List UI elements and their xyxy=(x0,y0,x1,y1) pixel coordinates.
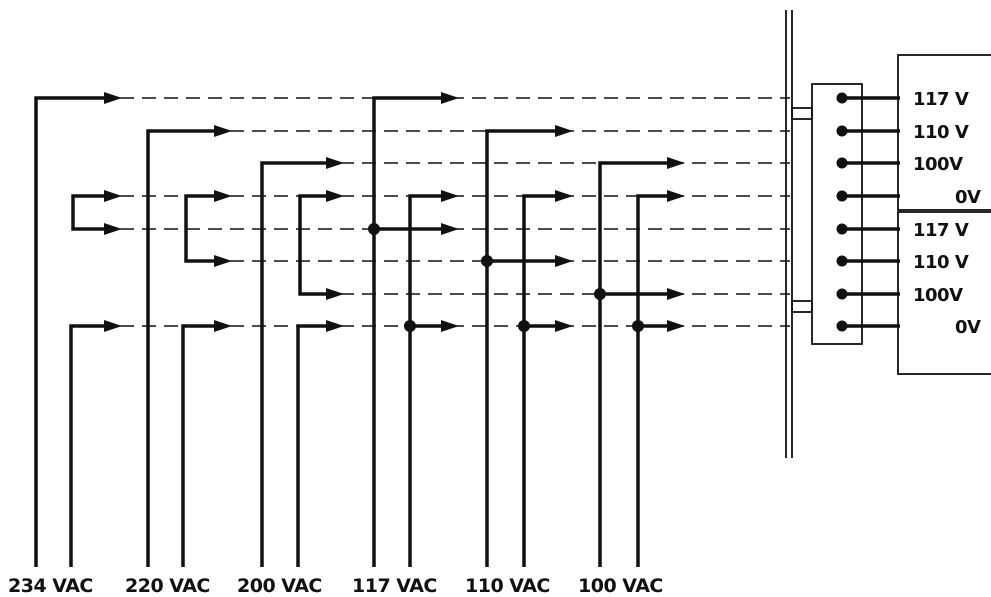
config-234vac xyxy=(34,92,122,567)
arrow-icon xyxy=(214,125,232,137)
arrow-icon xyxy=(441,320,459,332)
terminal-label: 110 V xyxy=(913,122,969,143)
terminal-6: 110 V xyxy=(836,252,969,273)
arrow-icon xyxy=(441,190,459,202)
arrow-icon xyxy=(326,190,344,202)
junction-dot xyxy=(368,223,380,235)
junction-dot xyxy=(632,320,644,332)
junction-dot xyxy=(594,288,606,300)
terminal-label: 110 V xyxy=(913,252,969,273)
arrow-icon xyxy=(104,92,122,104)
mounting-bracket xyxy=(791,300,813,313)
terminal-screw-dot xyxy=(836,320,848,332)
terminal-connections: 117 V 110 V 100V 0V 117 V 110 V xyxy=(836,89,982,338)
arrow-icon xyxy=(441,92,459,104)
arrow-icon xyxy=(555,125,573,137)
config-100vac xyxy=(594,157,685,567)
input-label-234vac: 234 VAC xyxy=(8,575,93,597)
input-label-110vac: 110 VAC xyxy=(465,575,550,597)
arrow-icon xyxy=(214,320,232,332)
config-117vac xyxy=(368,92,459,567)
arrow-icon xyxy=(667,288,685,300)
junction-dot xyxy=(481,255,493,267)
terminal-strip xyxy=(811,83,863,345)
terminal-label: 117 V xyxy=(913,89,969,110)
arrow-icon xyxy=(667,190,685,202)
input-label-200vac: 200 VAC xyxy=(237,575,322,597)
arrow-icon xyxy=(104,190,122,202)
arrow-icon xyxy=(667,320,685,332)
panel-wall xyxy=(785,10,793,458)
arrow-icon xyxy=(441,223,459,235)
arrow-icon xyxy=(326,320,344,332)
junction-dot xyxy=(404,320,416,332)
terminal-screw-dot xyxy=(836,255,848,267)
terminal-screw-dot xyxy=(836,157,848,169)
terminal-label: 117 V xyxy=(913,220,969,241)
arrow-icon xyxy=(104,320,122,332)
arrow-icon xyxy=(667,157,685,169)
terminal-screw-dot xyxy=(836,125,848,137)
terminal-3: 100V xyxy=(836,154,964,175)
terminal-label: 0V xyxy=(955,317,981,338)
arrow-icon xyxy=(555,255,573,267)
terminal-label: 100V xyxy=(913,154,963,175)
mounting-brackets xyxy=(791,107,813,313)
arrow-icon xyxy=(555,320,573,332)
arrow-icon xyxy=(214,190,232,202)
config-200vac xyxy=(260,157,344,567)
terminal-8: 0V xyxy=(836,317,982,338)
input-label-220vac: 220 VAC xyxy=(125,575,210,597)
config-110vac xyxy=(481,125,573,567)
arrow-icon xyxy=(555,190,573,202)
terminal-screw-dot xyxy=(836,288,848,300)
input-label-117vac: 117 VAC xyxy=(352,575,437,597)
arrow-icon xyxy=(104,223,122,235)
config-220vac xyxy=(146,125,232,567)
junction-dot xyxy=(518,320,530,332)
input-voltage-labels: 234 VAC 220 VAC 200 VAC 117 VAC 110 VAC … xyxy=(8,575,663,597)
terminal-screw-dot xyxy=(836,223,848,235)
terminal-5: 117 V xyxy=(836,220,969,241)
terminal-screw-dot xyxy=(836,92,848,104)
terminal-2: 110 V xyxy=(836,122,969,143)
input-label-100vac: 100 VAC xyxy=(578,575,663,597)
arrow-icon xyxy=(214,255,232,267)
terminal-label: 0V xyxy=(955,187,981,208)
terminal-screw-dot xyxy=(836,190,848,202)
arrow-icon xyxy=(326,288,344,300)
arrow-icon xyxy=(326,157,344,169)
terminal-1: 117 V xyxy=(836,89,969,110)
terminal-label: 100V xyxy=(913,285,963,306)
terminal-4: 0V xyxy=(836,187,982,208)
mounting-bracket xyxy=(791,107,813,120)
terminal-7: 100V xyxy=(836,285,964,306)
